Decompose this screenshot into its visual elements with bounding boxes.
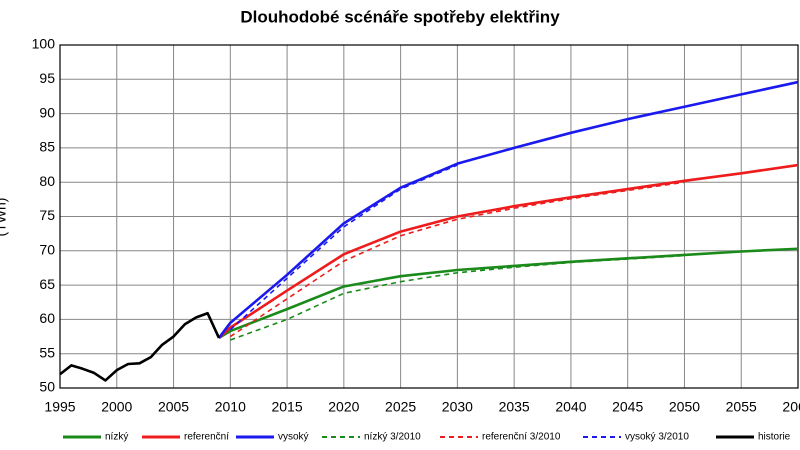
x-tick-label: 2025 — [385, 399, 416, 415]
x-tick-label: 2035 — [499, 399, 530, 415]
y-tick-label: 80 — [39, 173, 55, 189]
legend-label: nízký — [105, 432, 128, 443]
x-tick-label: 2010 — [215, 399, 246, 415]
plot-frame — [59, 44, 799, 389]
series-line — [229, 164, 458, 331]
y-tick-label: 65 — [39, 276, 55, 292]
x-tick-label: 2040 — [555, 399, 586, 415]
legend-label: vysoký 3/2010 — [625, 432, 689, 443]
y-tick-label: 100 — [32, 36, 56, 52]
series-line — [230, 254, 685, 341]
x-tick-label: 2060 — [782, 399, 800, 415]
x-tick-label: 1995 — [44, 399, 75, 415]
x-tick-label: 2055 — [726, 399, 757, 415]
y-tick-label: 50 — [39, 379, 55, 395]
legend-label: historie — [758, 432, 791, 443]
series-line — [217, 80, 799, 339]
legend-label: nízký 3/2010 — [364, 432, 421, 443]
y-tick-label: 70 — [39, 242, 55, 258]
y-tick-label: 55 — [39, 344, 55, 360]
x-tick-label: 2030 — [442, 399, 473, 415]
chart-title: Dlouhodobé scénáře spotřeby elektřiny — [240, 7, 560, 26]
y-tick-label: 60 — [39, 310, 55, 326]
legend-label: vysoký — [278, 432, 309, 443]
y-tick-label: 95 — [39, 70, 55, 86]
series-line — [218, 163, 799, 339]
x-tick-label: 2020 — [328, 399, 359, 415]
legend-label: referenční — [184, 432, 229, 443]
y-tick-label: 90 — [39, 104, 55, 120]
x-tick-label: 2050 — [669, 399, 700, 415]
x-tick-label: 2000 — [101, 399, 132, 415]
series-line — [229, 181, 685, 338]
y-tick-label: 75 — [39, 207, 55, 223]
y-axis-label: (TWh) — [0, 198, 9, 237]
series-line — [218, 247, 799, 340]
series-line — [59, 311, 221, 382]
legend-label: referenční 3/2010 — [482, 432, 561, 443]
y-tick-label: 85 — [39, 139, 55, 155]
x-tick-label: 2045 — [612, 399, 643, 415]
x-tick-label: 2005 — [158, 399, 189, 415]
x-tick-label: 2015 — [271, 399, 302, 415]
